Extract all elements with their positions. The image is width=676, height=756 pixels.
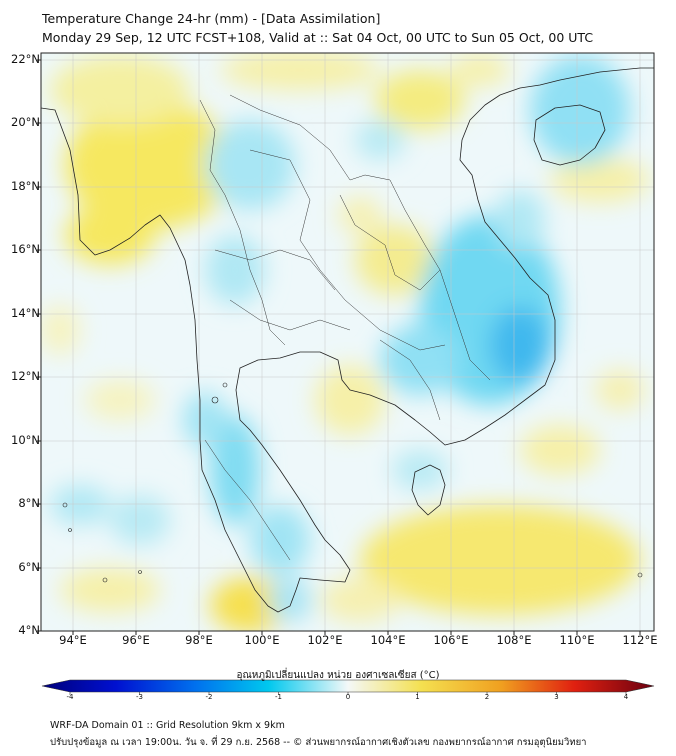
colorbar-title: อุณหภูมิเปลี่ยนแปลง หน่วย องศาเซลเซียส (… [236,670,440,681]
lat-label: 20°N [11,115,40,129]
lat-label: 8°N [18,496,40,510]
lon-label: 112°E [622,633,658,647]
lat-label: 16°N [11,242,40,256]
colorbar-tick-label: -2 [205,693,213,701]
lat-label: 12°N [11,369,40,383]
plot-frame [40,52,655,632]
colorbar-tick-label: 4 [623,693,629,701]
lon-label: 104°E [370,633,406,647]
chart-title: Temperature Change 24-hr (mm) - [Data As… [42,11,381,26]
colorbar-tick-label: -4 [66,693,74,701]
lon-label: 106°E [433,633,469,647]
lon-label: 100°E [244,633,280,647]
lon-label: 102°E [307,633,343,647]
model-info: WRF-DA Domain 01 :: Grid Resolution 9km … [50,720,285,731]
chart-subtitle: Monday 29 Sep, 12 UTC FCST+108, Valid at… [42,30,594,45]
colorbar-tick-label: 1 [415,693,420,701]
lon-label: 110°E [559,633,595,647]
lon-label: 98°E [185,633,213,647]
lon-label: 96°E [122,633,150,647]
lon-label: 108°E [496,633,532,647]
axis-ticks [37,59,641,635]
temperature-field [41,53,654,631]
update-credit: ปรับปรุงข้อมูล ณ เวลา 19:00น. วัน จ. ที่… [50,737,587,748]
colorbar-tick-label: 2 [484,693,490,701]
lat-label: 18°N [11,179,40,193]
lat-label: 6°N [18,560,40,574]
lon-label: 94°E [59,633,87,647]
lat-label: 10°N [11,433,40,447]
colorbar-tick-label: -3 [136,693,143,701]
coastlines [41,67,654,613]
colorbar-tick-label: -1 [275,693,282,701]
lat-label: 14°N [11,306,40,320]
lat-label: 22°N [11,52,40,66]
colorbar [41,679,655,695]
colorbar-tick-label: 3 [554,693,559,701]
lat-label: 4°N [18,623,40,637]
colorbar-tick-label: 0 [345,693,351,701]
admin-borders [199,94,491,561]
